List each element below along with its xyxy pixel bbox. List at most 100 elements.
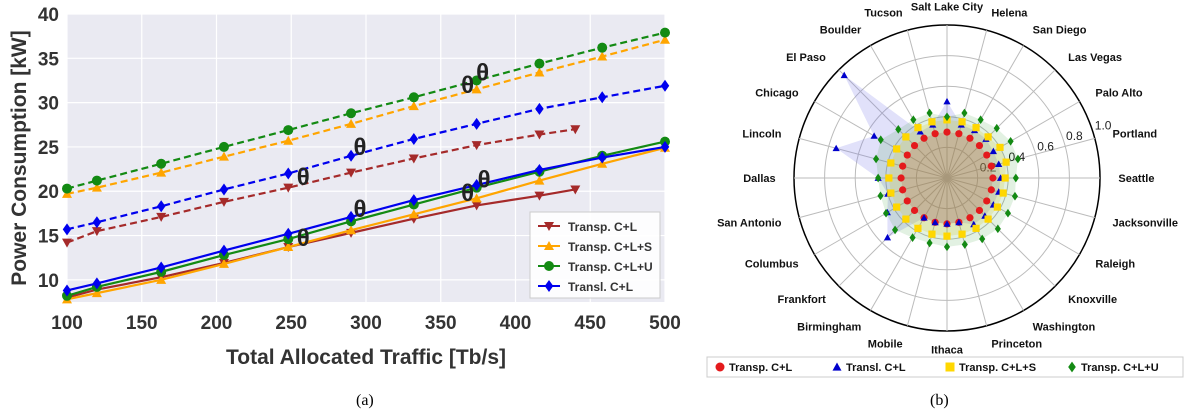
data-point [972,224,980,232]
spoke-gridline [946,137,1095,179]
data-point [283,242,294,252]
data-point [993,123,1000,133]
x-tick-label: 500 [649,313,681,334]
theta-annotation: θ [297,164,310,191]
data-point [472,117,481,130]
data-point [1011,191,1019,201]
y-tick-label: 40 [38,5,59,26]
category-label: Salt Lake City [911,2,984,14]
data-point [897,174,905,182]
data-point [931,218,939,226]
spoke-gridline [946,177,1095,219]
data-point [660,27,670,38]
data-point [218,258,229,268]
data-point [218,141,229,152]
data-point [875,173,882,183]
data-point [902,215,910,223]
data-point [994,224,1001,234]
data-point [893,203,901,211]
data-point [471,141,482,151]
data-point [471,84,482,94]
data-point [955,218,963,226]
category-label: Lincoln [742,129,781,141]
series-line [66,31,666,190]
data-point [283,125,294,136]
data-point [409,132,419,145]
data-point [534,191,545,201]
legend-box [706,356,1184,378]
y-tick-label: 10 [38,271,59,292]
data-point [979,234,986,244]
data-point [914,224,922,232]
data-point [903,151,911,159]
x-tick-label: 300 [350,313,382,334]
data-point [943,97,951,105]
data-point [943,242,951,252]
data-point [926,108,933,118]
line-chart-a: 100 150 200 250 300 350 400 450 500 10 15 20 25 30 35 4… [8,5,681,369]
spoke-gridline [946,177,1080,255]
category-label: San Antonio [717,217,782,229]
data-point [535,102,544,115]
data-point [989,174,997,182]
data-point [1014,154,1021,164]
legend-marker [715,362,725,372]
data-point [909,233,916,242]
data-point [346,149,356,162]
data-point [597,151,607,164]
data-point [534,175,545,185]
spoke-gridline [838,177,948,287]
data-point [218,197,229,207]
data-point [62,284,72,297]
data-point [219,244,229,257]
category-label: Tucson [864,7,903,19]
data-point [983,197,991,205]
data-point [570,125,581,135]
spoke-gridline [906,177,948,326]
category-label: Helena [991,7,1028,19]
data-point [218,151,229,161]
radial-tick-label: 1.0 [1095,119,1112,133]
data-point [840,71,848,79]
data-point [219,183,229,196]
legend-marker [1068,361,1076,373]
data-point [958,230,966,238]
data-point [984,133,992,141]
x-tick-label: 100 [51,313,83,334]
data-point [91,175,102,186]
legend-label: Transp. C+L+S [568,240,652,254]
data-point [156,261,166,274]
category-label: Seattle [1118,173,1154,185]
category-label: Raleigh [1095,259,1135,271]
y-tick-label: 20 [38,182,59,203]
data-point [346,225,357,235]
data-point [882,208,890,218]
data-point [920,134,928,142]
data-point [534,67,545,77]
data-point [910,206,919,215]
y-tick-label: 25 [38,138,60,159]
theta-annotation: θ [476,59,489,86]
spoke-gridline [799,177,948,219]
data-point [156,200,166,213]
data-point [903,197,911,205]
category-label: El Paso [786,52,826,64]
data-point [972,124,980,132]
data-point [92,216,102,229]
spoke-gridline [946,177,1024,311]
caption-b: (b) [930,392,949,409]
category-label: Birmingham [797,321,861,333]
data-point [346,118,357,128]
spoke-gridline [946,69,1056,179]
data-point [916,128,924,135]
data-point [943,232,951,240]
caption-a: (a) [356,392,374,409]
legend-marker [544,280,554,292]
data-point [887,159,895,167]
data-point [535,163,544,176]
legend-label: Transl. C+L [846,362,906,374]
data-point [914,124,922,132]
data-point [408,154,419,164]
